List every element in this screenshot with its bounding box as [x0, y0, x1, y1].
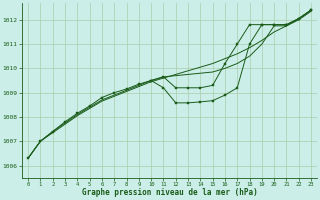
X-axis label: Graphe pression niveau de la mer (hPa): Graphe pression niveau de la mer (hPa) — [82, 188, 258, 197]
